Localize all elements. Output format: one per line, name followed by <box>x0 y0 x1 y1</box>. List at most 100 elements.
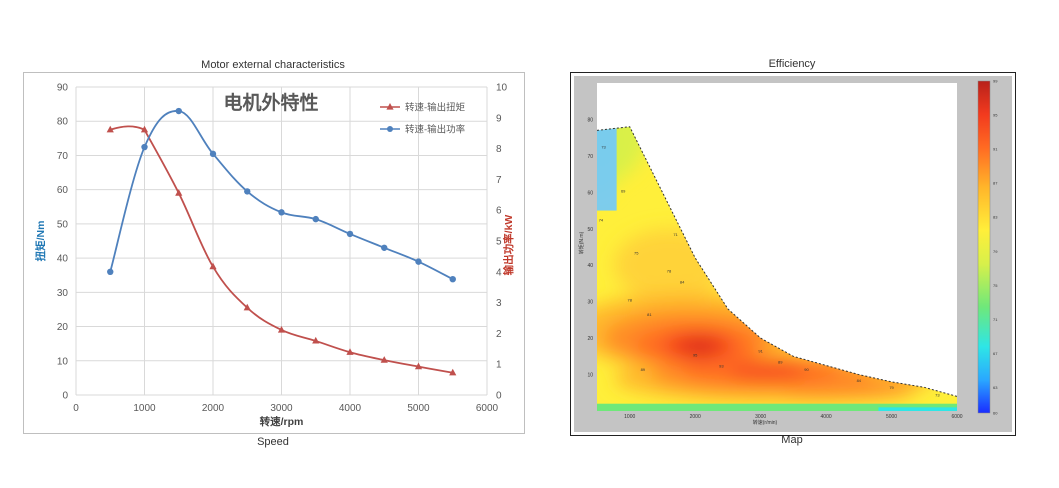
power-data-point <box>244 188 251 195</box>
contour-label: 84 <box>857 378 862 383</box>
map-x-tick-label: 3000 <box>755 414 766 420</box>
power-data-point <box>278 209 285 216</box>
contour-label: 69 <box>621 188 626 193</box>
map-y-tick-label: 10 <box>587 373 593 379</box>
contour-label: 74 <box>599 217 604 222</box>
colorbar-tick-label: 63 <box>993 385 998 390</box>
y-left-tick-label: 20 <box>57 322 69 333</box>
map-y-tick-label: 80 <box>587 117 593 123</box>
contour-label: 89 <box>641 367 646 372</box>
colorbar-gradient <box>977 80 991 414</box>
y-left-tick-label: 70 <box>57 151 69 162</box>
torque-data-point <box>346 348 354 355</box>
right-chart-caption-top: Efficiency <box>768 58 816 70</box>
colorbar-tick-label: 79 <box>993 249 998 254</box>
map-y-tick-label: 40 <box>587 263 593 269</box>
y-right-tick-label: 9 <box>496 113 502 124</box>
y-right-tick-label: 7 <box>496 175 502 186</box>
map-x-tick-label: 6000 <box>951 414 962 420</box>
efficiency-zone <box>729 362 806 379</box>
efficiency-zone <box>597 126 651 180</box>
power-data-point <box>209 150 217 158</box>
colorbar-tick-label: 67 <box>993 351 998 356</box>
legend-label: 转速-输出扭矩 <box>405 102 466 114</box>
contour-label: 95 <box>693 352 698 357</box>
torque-data-point <box>175 189 183 196</box>
y-right-tick-label: 1 <box>496 360 502 371</box>
efficiency-map-chart: 73 74 69 75 78 81 78 71 84 89 95 93 91 89 90 84 79 73 100… <box>574 76 1012 432</box>
y-left-tick-label: 0 <box>62 391 68 402</box>
contour-label: 78 <box>667 269 672 274</box>
y-left-tick-label: 40 <box>57 254 69 265</box>
map-x-tick-label: 4000 <box>821 414 832 420</box>
contour-label: 84 <box>680 279 685 284</box>
x-axis-label: 转速/rpm <box>260 415 304 428</box>
power-data-point <box>415 258 422 265</box>
map-y-tick-label: 60 <box>587 190 593 196</box>
motor-characteristics-chart-panel: 0 10 20 30 40 50 60 70 80 90 0 1 2 3 4 5 6 7 8 9 10 0 1000 2000… <box>23 72 525 434</box>
right-chart-caption-bottom: Map <box>781 434 803 446</box>
contour-label: 81 <box>647 312 652 317</box>
map-y-tick-label: 50 <box>587 227 593 233</box>
efficiency-zone <box>682 339 719 356</box>
low-efficiency-band-cyan <box>878 407 957 411</box>
map-colorbar: 60 63 67 71 75 79 83 87 91 95 99 <box>977 79 998 416</box>
torque-data-point <box>140 125 149 133</box>
efficiency-zone <box>775 379 916 400</box>
power-data-point <box>381 244 388 251</box>
map-x-tick-label: 2000 <box>690 414 701 420</box>
contour-label: 89 <box>778 360 783 365</box>
contour-label: 78 <box>628 298 633 303</box>
y-left-tick-label: 10 <box>57 356 69 367</box>
y-right-tick-label: 2 <box>496 329 502 340</box>
y-left-tick-label: 50 <box>57 219 69 230</box>
map-x-axis-label: 转速(r/min) <box>753 419 778 426</box>
y-right-tick-label: 6 <box>496 206 502 217</box>
colorbar-tick-label: 71 <box>993 317 998 322</box>
peak-torque-boundary <box>596 126 958 397</box>
torque-data-point <box>380 356 388 363</box>
y-right-tick-label: 3 <box>496 298 502 309</box>
power-data-point <box>346 230 354 238</box>
map-y-tick-label: 30 <box>587 300 593 306</box>
chart-title: 电机外特性 <box>223 91 318 114</box>
torque-data-point <box>209 262 217 270</box>
chart-gridlines <box>75 86 488 396</box>
chart-axes: 0 10 20 30 40 50 60 70 80 90 0 1 2 3 4 5 6 7 8 9 10 0 1000 2000… <box>57 83 508 415</box>
map-axes: 1000 2000 3000 4000 5000 6000 10 20 30 40 50 60 70 80… <box>578 117 963 426</box>
y-right-tick-label: 5 <box>496 237 502 248</box>
contour-label: 73 <box>601 145 606 150</box>
y-right-tick-label: 10 <box>496 83 508 94</box>
x-tick-label: 0 <box>73 403 79 414</box>
y-right-tick-label: 4 <box>496 267 502 278</box>
torque-data-point <box>312 336 320 344</box>
series-line <box>109 125 453 374</box>
motor-characteristics-chart: 0 10 20 30 40 50 60 70 80 90 0 1 2 3 4 5 6 7 8 9 10 0 1000 2000… <box>34 83 515 429</box>
power-data-point <box>141 143 148 151</box>
colorbar-tick-label: 75 <box>993 283 998 288</box>
map-x-tick-label: 1000 <box>624 414 635 420</box>
y-left-axis-label: 扭矩/Nm <box>34 221 47 262</box>
power-data-point <box>312 215 319 223</box>
colorbar-tick-label: 60 <box>993 411 998 416</box>
map-y-tick-label: 70 <box>587 154 593 160</box>
contour-label: 75 <box>634 250 639 255</box>
chart-series <box>106 107 457 376</box>
colorbar-tick-label: 83 <box>993 215 998 220</box>
contour-label: 93 <box>719 363 724 368</box>
contour-label: 90 <box>804 367 809 372</box>
x-tick-label: 3000 <box>270 403 293 414</box>
efficiency-map-panel: 73 74 69 75 78 81 78 71 84 89 95 93 91 89 90 84 79 73 100… <box>570 72 1016 436</box>
left-chart-caption-top: Motor external characteristics <box>201 59 345 71</box>
colorbar-tick-label: 87 <box>993 181 998 186</box>
x-tick-label: 1000 <box>133 403 156 414</box>
legend-label: 转速-输出功率 <box>405 124 466 136</box>
map-x-tick-label: 5000 <box>886 414 897 420</box>
low-efficiency-corner <box>597 126 617 211</box>
y-left-tick-label: 80 <box>57 117 69 128</box>
contour-label: 73 <box>935 392 940 397</box>
torque-data-point <box>243 303 251 311</box>
x-tick-label: 6000 <box>476 403 499 414</box>
left-chart-caption-bottom: Speed <box>257 436 289 448</box>
